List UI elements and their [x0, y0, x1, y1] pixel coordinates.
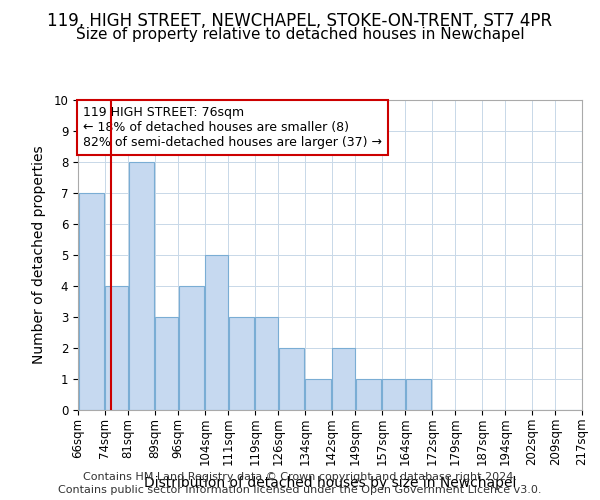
- Text: 119, HIGH STREET, NEWCHAPEL, STOKE-ON-TRENT, ST7 4PR: 119, HIGH STREET, NEWCHAPEL, STOKE-ON-TR…: [47, 12, 553, 30]
- Bar: [179, 286, 205, 410]
- Bar: [105, 286, 128, 410]
- Bar: [406, 379, 431, 410]
- Bar: [382, 379, 404, 410]
- Text: Contains public sector information licensed under the Open Government Licence v3: Contains public sector information licen…: [58, 485, 542, 495]
- Bar: [79, 193, 104, 410]
- Y-axis label: Number of detached properties: Number of detached properties: [32, 146, 46, 364]
- Bar: [332, 348, 355, 410]
- Bar: [128, 162, 154, 410]
- Text: Size of property relative to detached houses in Newchapel: Size of property relative to detached ho…: [76, 28, 524, 42]
- Bar: [205, 255, 227, 410]
- Bar: [155, 317, 178, 410]
- Bar: [229, 317, 254, 410]
- Bar: [305, 379, 331, 410]
- Text: Contains HM Land Registry data © Crown copyright and database right 2024.: Contains HM Land Registry data © Crown c…: [83, 472, 517, 482]
- Text: 119 HIGH STREET: 76sqm
← 18% of detached houses are smaller (8)
82% of semi-deta: 119 HIGH STREET: 76sqm ← 18% of detached…: [83, 106, 382, 149]
- Bar: [256, 317, 278, 410]
- X-axis label: Distribution of detached houses by size in Newchapel: Distribution of detached houses by size …: [144, 476, 516, 490]
- Bar: [356, 379, 381, 410]
- Bar: [279, 348, 304, 410]
